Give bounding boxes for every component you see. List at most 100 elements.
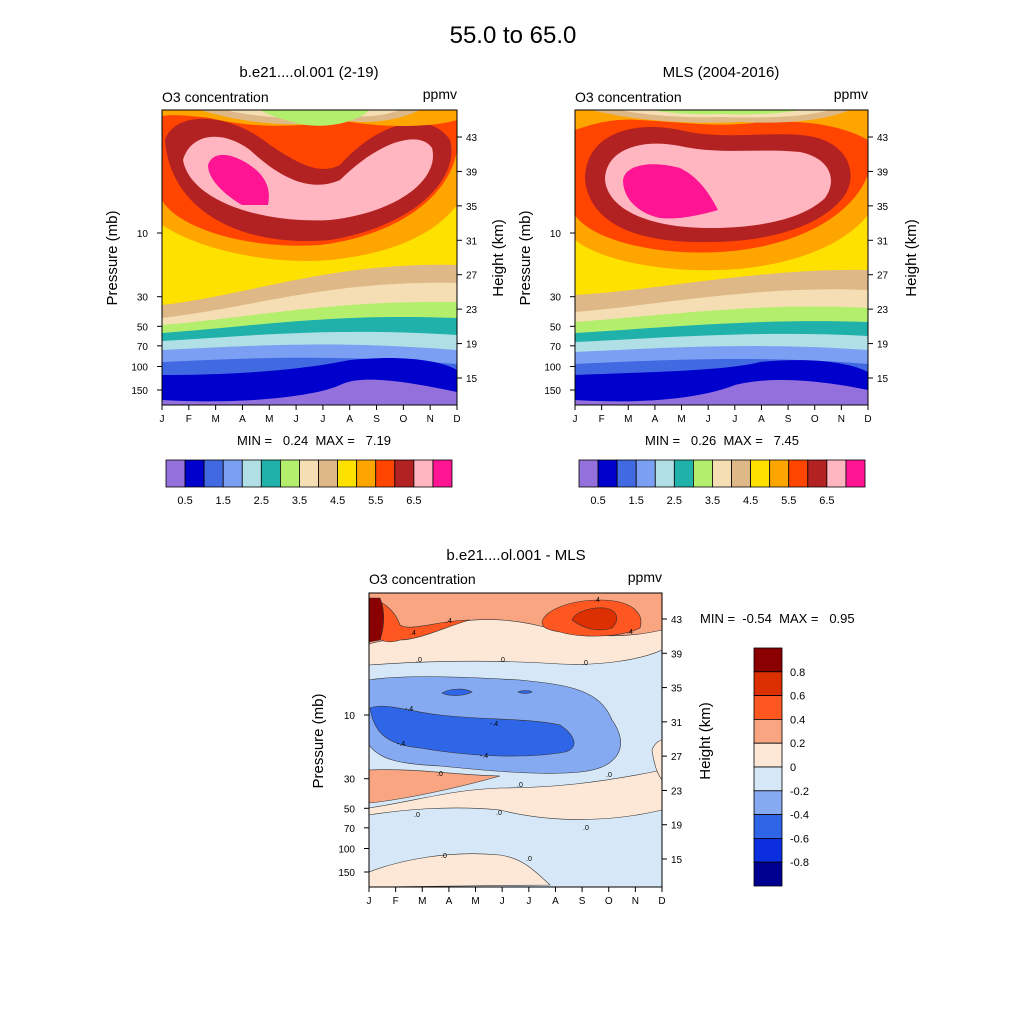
contour-label: .0	[499, 657, 505, 664]
panel-title: b.e21....ol.001 - MLS	[446, 547, 585, 564]
x-tick-label: D	[864, 414, 871, 425]
colorbar-label: 6.5	[406, 495, 421, 507]
colorbar-label: 3.5	[705, 495, 720, 507]
height-tick-label: 15	[466, 374, 478, 385]
band-5	[571, 607, 618, 631]
colorbar: 0.5 1.5 2.5 3.5 4.5 5.5 6.5	[578, 459, 866, 507]
y-tick-label: 10	[550, 229, 562, 240]
plot-frame	[161, 109, 458, 406]
height-tick-label: 43	[466, 133, 478, 144]
colorbar-label: -0.6	[790, 833, 809, 845]
height-tick-label: 19	[466, 340, 478, 351]
contour-fill	[575, 110, 868, 405]
x-tick-label: A	[652, 414, 659, 425]
x-tick-label: D	[658, 896, 665, 907]
left-string: O3 concentration	[369, 571, 476, 587]
contour-label: .4	[594, 597, 600, 604]
contour-label: .0	[583, 825, 589, 832]
axes: J F M A M J J A S O N D 10 30 50 70 100 150 43 39 35 31 27 23 19…	[338, 615, 682, 907]
y-tick-label: 30	[137, 293, 149, 304]
plot-frame	[368, 592, 663, 888]
y-tick-label: 100	[131, 362, 148, 373]
x-tick-label: O	[811, 414, 819, 425]
x-tick-label: M	[418, 896, 426, 907]
colorbar-swatch	[299, 459, 319, 488]
colorbar-swatch	[184, 459, 205, 488]
colorbar-swatch	[654, 459, 675, 488]
x-tick-label: S	[579, 896, 586, 907]
x-tick-label: A	[446, 896, 453, 907]
x-tick-label: F	[599, 414, 605, 425]
contour-fill	[369, 593, 662, 887]
height-tick-label: 15	[877, 374, 889, 385]
contour-label: .0	[496, 810, 502, 817]
min-max-stats: MIN = 0.24 MAX = 7.19	[237, 433, 391, 448]
colorbar-label: 0.6	[790, 691, 805, 703]
x-tick-label: A	[239, 414, 246, 425]
y-tick-label: 70	[550, 342, 562, 353]
colorbar-swatch	[432, 459, 453, 488]
height-tick-label: 27	[671, 752, 683, 763]
band-12	[369, 769, 501, 804]
colorbar-swatch	[769, 459, 790, 488]
band-3	[369, 599, 471, 643]
x-tick-label: J	[573, 414, 578, 425]
colorbar-swatch	[753, 742, 783, 768]
height-tick-label: 43	[877, 133, 889, 144]
x-tick-label: S	[785, 414, 792, 425]
x-tick-label: M	[624, 414, 632, 425]
contour-label: .0	[526, 856, 532, 863]
x-tick-label: M	[471, 896, 479, 907]
colorbar-label: 0	[790, 762, 796, 774]
min-max-stats: MIN = 0.26 MAX = 7.45	[645, 433, 799, 448]
contour-label: .4	[410, 630, 416, 637]
colorbar-swatch	[753, 671, 783, 696]
y-axis-label-right: Height (km)	[697, 702, 714, 780]
colorbar-label: 5.5	[781, 495, 796, 507]
contour-label: -.4	[397, 741, 405, 748]
colorbar-swatch	[826, 459, 847, 488]
x-tick-label: M	[211, 414, 219, 425]
y-tick-label: 30	[550, 293, 562, 304]
colorbar-swatch	[578, 459, 599, 488]
y-axis-label-right: Height (km)	[903, 219, 920, 297]
contour-label: -.4	[480, 753, 488, 760]
x-tick-label: J	[294, 414, 299, 425]
min-max-stats: MIN = -0.54 MAX = 0.95	[700, 611, 855, 626]
colorbar: 0.8 0.6 0.4 0.2 0 -0.2 -0.4 -0.6 -0.8	[753, 647, 809, 887]
colorbar-label: 2.5	[254, 495, 269, 507]
height-tick-label: 15	[671, 855, 683, 866]
x-tick-label: A	[758, 414, 765, 425]
colorbar-label: -0.4	[790, 810, 809, 822]
panel-mls: MLS (2004-2016) O3 concentration ppmv J F	[517, 64, 920, 507]
colorbar-swatch	[318, 459, 338, 488]
band-9	[650, 110, 800, 115]
band-5	[623, 164, 718, 219]
height-tick-label: 23	[877, 305, 889, 316]
height-tick-label: 23	[466, 305, 478, 316]
colorbar-label: 0.5	[590, 495, 605, 507]
contour-label: .4	[446, 618, 452, 625]
height-tick-label: 35	[466, 202, 478, 213]
colorbar-swatch	[635, 459, 656, 488]
colorbar-swatch	[241, 459, 262, 488]
colorbar-label: 4.5	[330, 495, 345, 507]
colorbar-label: -0.2	[790, 786, 809, 798]
colorbar-swatch	[712, 459, 732, 488]
x-tick-label: F	[186, 414, 192, 425]
colorbar-swatch	[222, 459, 243, 488]
y-tick-label: 70	[137, 342, 149, 353]
y-axis-label-left: Pressure (mb)	[517, 210, 534, 305]
x-tick-label: J	[706, 414, 711, 425]
colorbar-swatch	[753, 719, 783, 744]
panel-difference: b.e21....ol.001 - MLS O3 concentration p…	[310, 547, 855, 907]
contour-label: -.4	[490, 721, 498, 728]
band-13	[369, 853, 551, 887]
x-tick-label: J	[367, 896, 372, 907]
colorbar-swatch	[597, 459, 618, 488]
height-tick-label: 27	[466, 271, 478, 282]
colorbar-label: 0.5	[177, 495, 192, 507]
left-string: O3 concentration	[162, 89, 269, 105]
band-10	[517, 690, 533, 694]
height-tick-label: 39	[671, 649, 683, 660]
